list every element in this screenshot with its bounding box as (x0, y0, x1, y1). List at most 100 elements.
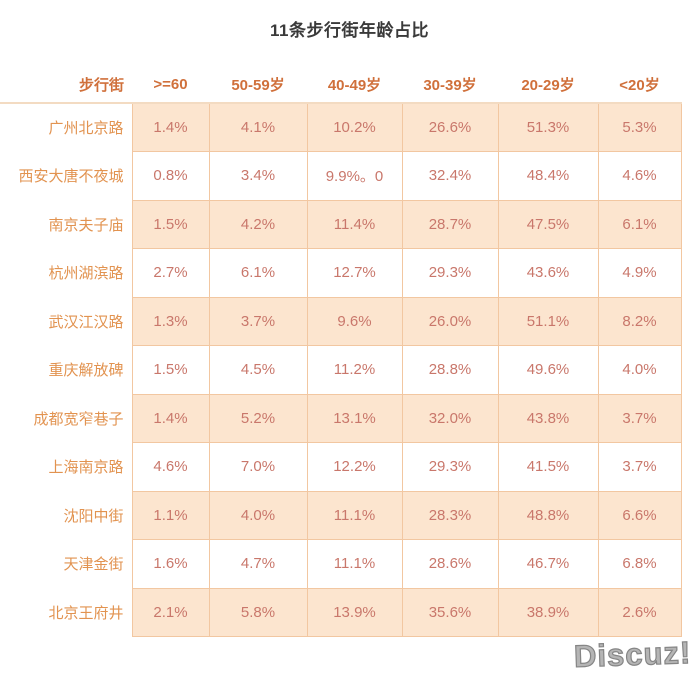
street-name: 广州北京路 (0, 103, 132, 152)
street-name: 西安大唐不夜城 (0, 151, 132, 200)
percentage-cell: 29.3% (401, 248, 499, 298)
header-age-bracket: 40-49岁 (307, 67, 402, 104)
percentage-cell: 1.6% (131, 539, 210, 589)
table-header: 步行街 >=60 50-59岁 40-49岁 30-39岁 20-29岁 <20岁 (0, 67, 681, 104)
percentage-cell: 51.3% (497, 102, 599, 152)
percentage-cell: 3.7% (597, 442, 682, 492)
table-body: 广州北京路 1.4% 4.1% 10.2% 26.6% 51.3% 5.3% 西安大唐不夜城 0… (0, 102, 682, 637)
street-name: 天津金街 (0, 539, 132, 588)
percentage-cell: 26.6% (401, 102, 499, 152)
percentage-cell: 5.8% (208, 587, 308, 637)
percentage-cell: 8.2% (597, 296, 682, 346)
percentage-cell: 4.0% (208, 490, 308, 540)
percentage-cell: 28.8% (401, 345, 499, 395)
percentage-cell: 1.5% (131, 199, 210, 249)
percentage-cell: 4.1% (208, 102, 308, 152)
street-name: 南京夫子庙 (0, 200, 132, 249)
percentage-cell: 10.2% (306, 102, 403, 152)
header-age-bracket: 20-29岁 (498, 67, 598, 104)
percentage-cell: 1.1% (131, 490, 210, 540)
percentage-cell: 5.2% (208, 393, 308, 443)
percentage-cell: 2.1% (131, 587, 210, 637)
percentage-cell: 6.8% (597, 539, 682, 589)
table-row: 西安大唐不夜城 0.8% 3.4% 9.9%。0 32.4% 48.4% 4.6% (0, 151, 682, 201)
street-name: 重庆解放碑 (0, 345, 132, 394)
table-row: 武汉江汉路 1.3% 3.7% 9.6% 26.0% 51.1% 8.2% (0, 296, 682, 346)
street-name: 上海南京路 (0, 442, 132, 491)
percentage-cell: 9.9%。0 (306, 151, 403, 201)
table-row: 天津金街 1.6% 4.7% 11.1% 28.6% 46.7% 6.8% (0, 539, 682, 589)
percentage-cell: 32.0% (401, 393, 499, 443)
age-distribution-table: 步行街 >=60 50-59岁 40-49岁 30-39岁 20-29岁 <20岁 广州北京… (0, 67, 682, 637)
percentage-cell: 2.6% (597, 587, 682, 637)
table-row: 上海南京路 4.6% 7.0% 12.2% 29.3% 41.5% 3.7% (0, 442, 682, 492)
percentage-cell: 4.6% (597, 151, 682, 201)
percentage-cell: 12.2% (306, 442, 403, 492)
percentage-cell: 1.3% (131, 296, 210, 346)
street-name: 北京王府井 (0, 588, 132, 637)
percentage-cell: 11.2% (306, 345, 403, 395)
percentage-cell: 11.4% (306, 199, 403, 249)
percentage-cell: 47.5% (497, 199, 599, 249)
percentage-cell: 1.5% (131, 345, 210, 395)
percentage-cell: 4.7% (208, 539, 308, 589)
street-name: 沈阳中街 (0, 491, 132, 540)
percentage-cell: 3.7% (597, 393, 682, 443)
percentage-cell: 43.6% (497, 248, 599, 298)
percentage-cell: 3.4% (208, 151, 308, 201)
header-street-column: 步行街 (0, 67, 132, 104)
street-name: 成都宽窄巷子 (0, 394, 132, 443)
percentage-cell: 46.7% (497, 539, 599, 589)
percentage-cell: 4.5% (208, 345, 308, 395)
percentage-cell: 43.8% (497, 393, 599, 443)
percentage-cell: 49.6% (497, 345, 599, 395)
percentage-cell: 4.9% (597, 248, 682, 298)
percentage-cell: 5.3% (597, 102, 682, 152)
percentage-cell: 12.7% (306, 248, 403, 298)
percentage-cell: 1.4% (131, 102, 210, 152)
percentage-cell: 48.4% (497, 151, 599, 201)
percentage-cell: 29.3% (401, 442, 499, 492)
percentage-cell: 38.9% (497, 587, 599, 637)
percentage-cell: 4.6% (131, 442, 210, 492)
percentage-cell: 6.6% (597, 490, 682, 540)
header-age-bracket: >=60 (132, 67, 209, 104)
percentage-cell: 4.2% (208, 199, 308, 249)
header-age-bracket: 30-39岁 (402, 67, 498, 104)
table-row: 南京夫子庙 1.5% 4.2% 11.4% 28.7% 47.5% 6.1% (0, 199, 682, 249)
percentage-cell: 3.7% (208, 296, 308, 346)
table-row: 北京王府井 2.1% 5.8% 13.9% 35.6% 38.9% 2.6% (0, 587, 682, 637)
street-name: 武汉江汉路 (0, 297, 132, 346)
percentage-cell: 6.1% (208, 248, 308, 298)
percentage-cell: 35.6% (401, 587, 499, 637)
table-row: 成都宽窄巷子 1.4% 5.2% 13.1% 32.0% 43.8% 3.7% (0, 393, 682, 443)
percentage-cell: 28.6% (401, 539, 499, 589)
table-header-row: 步行街 >=60 50-59岁 40-49岁 30-39岁 20-29岁 <20岁 (0, 67, 681, 104)
percentage-cell: 1.4% (131, 393, 210, 443)
percentage-cell: 9.6% (306, 296, 403, 346)
table-row: 广州北京路 1.4% 4.1% 10.2% 26.6% 51.3% 5.3% (0, 102, 682, 152)
page-title: 11条步行街年龄占比 (270, 21, 429, 40)
percentage-cell: 13.9% (306, 587, 403, 637)
percentage-cell: 4.0% (597, 345, 682, 395)
percentage-cell: 11.1% (306, 490, 403, 540)
street-name: 杭州湖滨路 (0, 248, 132, 297)
discuz-watermark: Discuz! (573, 634, 693, 675)
percentage-cell: 13.1% (306, 393, 403, 443)
percentage-cell: 28.3% (401, 490, 499, 540)
percentage-cell: 48.8% (497, 490, 599, 540)
header-age-bracket: <20岁 (598, 67, 681, 104)
percentage-cell: 2.7% (131, 248, 210, 298)
table-row: 重庆解放碑 1.5% 4.5% 11.2% 28.8% 49.6% 4.0% (0, 345, 682, 395)
table-row: 沈阳中街 1.1% 4.0% 11.1% 28.3% 48.8% 6.6% (0, 490, 682, 540)
percentage-cell: 6.1% (597, 199, 682, 249)
percentage-cell: 32.4% (401, 151, 499, 201)
percentage-cell: 28.7% (401, 199, 499, 249)
percentage-cell: 51.1% (497, 296, 599, 346)
percentage-cell: 0.8% (131, 151, 210, 201)
percentage-cell: 41.5% (497, 442, 599, 492)
header-age-bracket: 50-59岁 (209, 67, 307, 104)
percentage-cell: 7.0% (208, 442, 308, 492)
percentage-cell: 11.1% (306, 539, 403, 589)
